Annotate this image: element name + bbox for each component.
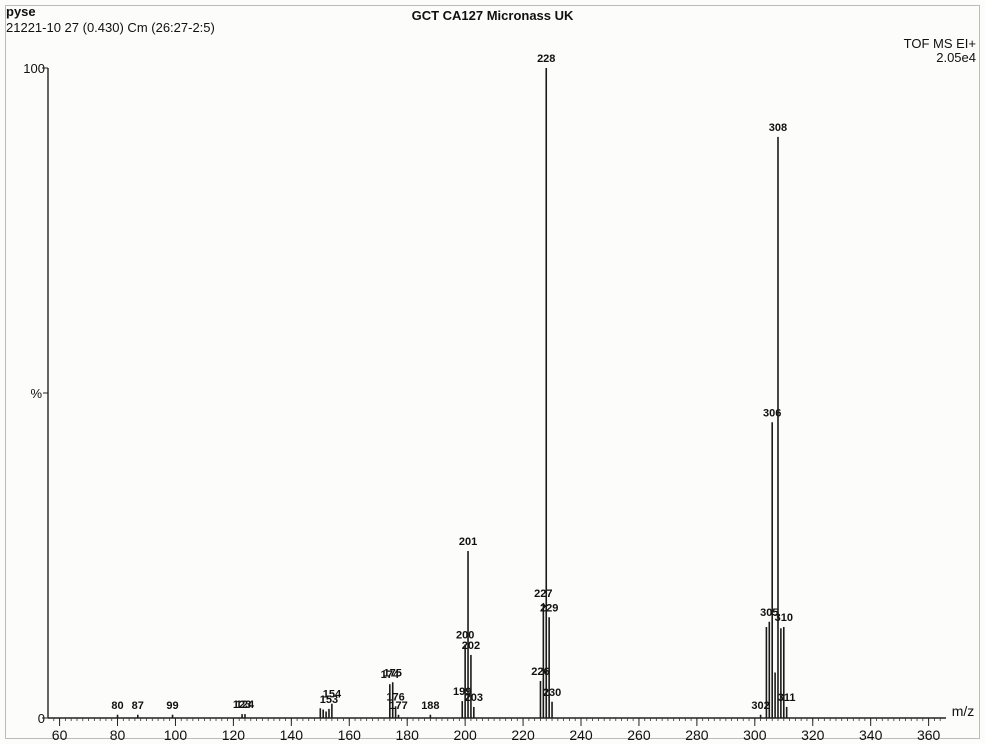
peak-label: 308 <box>769 122 787 134</box>
intensity-scale: 2.05e4 <box>936 50 976 65</box>
peak-label: 302 <box>751 700 769 712</box>
scan-info: 21221-10 27 (0.430) Cm (26:27-2:5) <box>6 20 215 35</box>
peak-label: 176 <box>386 691 404 703</box>
sample-name: pyse <box>6 4 36 19</box>
peak-label: 188 <box>421 700 439 712</box>
peak-label: 227 <box>534 588 552 600</box>
peak-label: 203 <box>465 692 483 704</box>
x-tick-label: 200 <box>453 727 477 743</box>
peak-label: 177 <box>389 700 407 712</box>
peak-label: 99 <box>166 700 178 712</box>
x-tick-label: 120 <box>222 727 246 743</box>
peak-label: 175 <box>384 667 402 679</box>
instrument-label: TOF MS EI+ <box>903 36 976 51</box>
x-tick-label: 280 <box>685 727 709 743</box>
x-tick-label: 340 <box>859 727 883 743</box>
y-tick-label: 100 <box>23 61 45 76</box>
peak-label: 200 <box>456 630 474 642</box>
peak-label: 229 <box>540 602 558 614</box>
chart-title: GCT CA127 Micronass UK <box>411 8 574 23</box>
x-tick-label: 180 <box>396 727 420 743</box>
peak-label: 311 <box>778 692 796 704</box>
peak-label: 202 <box>462 640 480 652</box>
x-tick-label: 100 <box>164 727 188 743</box>
y-tick-label: 0 <box>38 711 45 726</box>
peak-label: 199 <box>453 686 471 698</box>
x-tick-label: 300 <box>743 727 767 743</box>
peak-label: 230 <box>543 687 561 699</box>
peak-label: 124 <box>236 699 255 711</box>
x-tick-label: 140 <box>280 727 304 743</box>
peak-label: 306 <box>763 407 781 419</box>
peak-label: 305 <box>760 607 778 619</box>
peak-label: 201 <box>459 536 477 548</box>
peak-label: 153 <box>320 694 338 706</box>
x-tick-label: 80 <box>110 727 126 743</box>
peak-label: 310 <box>775 612 793 624</box>
x-tick-label: 320 <box>801 727 825 743</box>
peak-label: 154 <box>323 689 342 701</box>
y-axis-label: % <box>30 386 42 401</box>
x-axis-label: m/z <box>952 703 975 719</box>
peak-label: 174 <box>381 669 400 681</box>
peak-label: 87 <box>132 700 144 712</box>
x-tick-label: 60 <box>52 727 68 743</box>
x-tick-label: 360 <box>917 727 941 743</box>
peak-label: 80 <box>111 700 123 712</box>
peak-label: 228 <box>537 53 555 65</box>
x-tick-label: 240 <box>569 727 593 743</box>
x-tick-label: 260 <box>627 727 651 743</box>
peak-label: 123 <box>233 699 251 711</box>
chart-frame <box>5 5 980 739</box>
peak-label: 226 <box>531 666 549 678</box>
x-tick-label: 220 <box>511 727 535 743</box>
x-tick-label: 160 <box>338 727 362 743</box>
